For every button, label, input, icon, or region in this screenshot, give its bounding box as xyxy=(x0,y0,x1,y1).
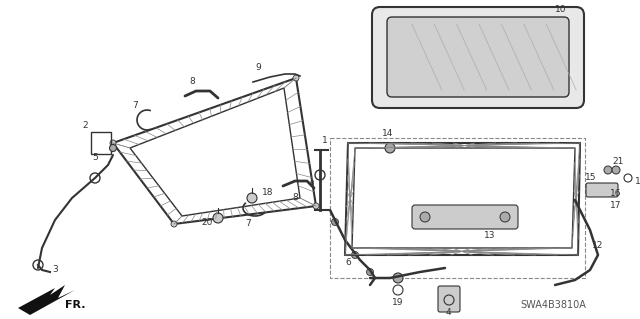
Text: 2: 2 xyxy=(83,121,88,130)
Circle shape xyxy=(500,212,510,222)
Circle shape xyxy=(293,75,299,81)
Text: 17: 17 xyxy=(610,201,621,210)
Text: 6: 6 xyxy=(345,258,351,267)
Text: 20: 20 xyxy=(202,218,212,227)
Circle shape xyxy=(420,212,430,222)
Text: 12: 12 xyxy=(592,241,604,250)
Text: 11: 11 xyxy=(635,177,640,186)
Polygon shape xyxy=(18,285,75,315)
Text: 16: 16 xyxy=(610,189,621,198)
Circle shape xyxy=(604,166,612,174)
FancyBboxPatch shape xyxy=(586,183,618,197)
Text: 18: 18 xyxy=(262,188,273,197)
FancyBboxPatch shape xyxy=(372,7,584,108)
Circle shape xyxy=(385,143,395,153)
Text: 21: 21 xyxy=(612,157,624,166)
Text: 19: 19 xyxy=(392,298,404,307)
FancyBboxPatch shape xyxy=(438,286,460,312)
Circle shape xyxy=(247,193,257,203)
Circle shape xyxy=(109,145,116,152)
Circle shape xyxy=(612,166,620,174)
Text: 4: 4 xyxy=(445,308,451,317)
Text: 0: 0 xyxy=(310,180,314,186)
Circle shape xyxy=(332,219,339,226)
Circle shape xyxy=(213,213,223,223)
Circle shape xyxy=(110,140,116,146)
Circle shape xyxy=(393,273,403,283)
Text: 13: 13 xyxy=(484,231,496,240)
Text: SWA4B3810A: SWA4B3810A xyxy=(520,300,586,310)
Text: 3: 3 xyxy=(52,265,58,274)
Text: 10: 10 xyxy=(555,5,566,14)
Circle shape xyxy=(313,203,319,209)
Text: 8: 8 xyxy=(292,193,298,202)
Text: 8: 8 xyxy=(189,77,195,86)
Bar xyxy=(91,132,111,154)
Text: 5: 5 xyxy=(92,153,98,162)
FancyBboxPatch shape xyxy=(412,205,518,229)
Bar xyxy=(330,138,585,278)
Text: 7: 7 xyxy=(245,219,251,228)
Text: 9: 9 xyxy=(255,63,261,72)
FancyBboxPatch shape xyxy=(387,17,569,97)
Text: 15: 15 xyxy=(585,173,596,182)
Text: 7: 7 xyxy=(132,101,138,110)
Circle shape xyxy=(171,221,177,227)
Circle shape xyxy=(367,269,374,276)
Text: FR.: FR. xyxy=(65,300,86,310)
Text: 1: 1 xyxy=(322,136,328,145)
Circle shape xyxy=(351,251,358,258)
Text: 14: 14 xyxy=(382,129,394,138)
